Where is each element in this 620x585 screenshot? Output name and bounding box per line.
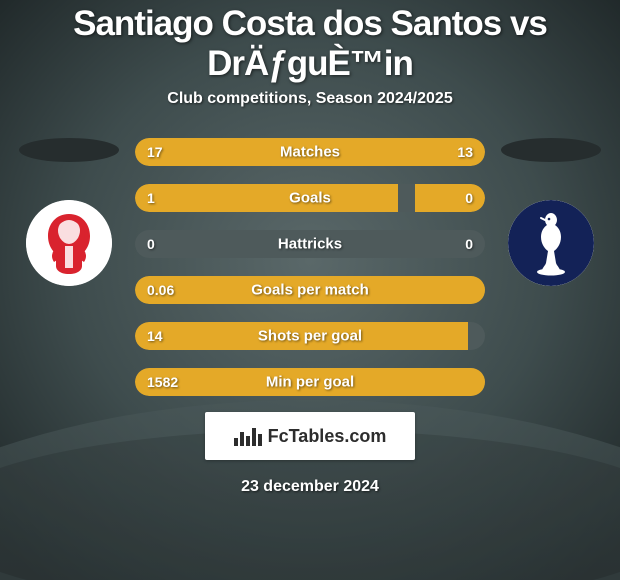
stat-value-left: 1	[147, 190, 155, 206]
forest-crest-icon	[26, 200, 112, 286]
stat-bar-left	[135, 184, 398, 212]
stat-label: Matches	[280, 144, 340, 161]
stat-label: Min per goal	[266, 374, 354, 391]
stats-column: Matches 17 13 Goals 1 0 Hattricks 0 0 Goals per m…	[135, 138, 485, 396]
right-team-column	[501, 138, 601, 396]
left-team-column	[19, 138, 119, 396]
stat-row: Shots per goal 14	[135, 322, 485, 350]
watermark: FcTables.com	[205, 412, 415, 460]
stat-value-right: 13	[457, 144, 473, 160]
stat-row: Goals per match 0.06	[135, 276, 485, 304]
watermark-text: FcTables.com	[268, 426, 387, 447]
stat-label: Goals per match	[251, 282, 369, 299]
tottenham-crest-icon	[508, 200, 594, 286]
stat-value-left: 14	[147, 328, 163, 344]
stat-label: Hattricks	[278, 236, 342, 253]
right-team-crest	[508, 200, 594, 286]
left-team-oval	[19, 138, 119, 162]
main-area: Matches 17 13 Goals 1 0 Hattricks 0 0 Goals per m…	[0, 138, 620, 396]
stat-value-right: 0	[465, 236, 473, 252]
stat-label: Goals	[289, 190, 331, 207]
right-team-oval	[501, 138, 601, 162]
stat-row: Min per goal 1582	[135, 368, 485, 396]
stat-bar-right	[415, 184, 485, 212]
watermark-bars-icon	[234, 426, 262, 446]
stat-row: Goals 1 0	[135, 184, 485, 212]
date-label: 23 december 2024	[241, 478, 379, 496]
stat-row: Matches 17 13	[135, 138, 485, 166]
content-container: Santiago Costa dos Santos vs DrÄƒguÈ™in …	[0, 0, 620, 580]
stat-label: Shots per goal	[258, 328, 362, 345]
stat-value-left: 0	[147, 236, 155, 252]
stat-value-right: 0	[465, 190, 473, 206]
page-title: Santiago Costa dos Santos vs DrÄƒguÈ™in	[0, 4, 620, 84]
page-subtitle: Club competitions, Season 2024/2025	[167, 90, 452, 108]
stat-row: Hattricks 0 0	[135, 230, 485, 258]
stat-value-left: 17	[147, 144, 163, 160]
stat-value-left: 1582	[147, 374, 178, 390]
left-team-crest	[26, 200, 112, 286]
stat-value-left: 0.06	[147, 282, 174, 298]
